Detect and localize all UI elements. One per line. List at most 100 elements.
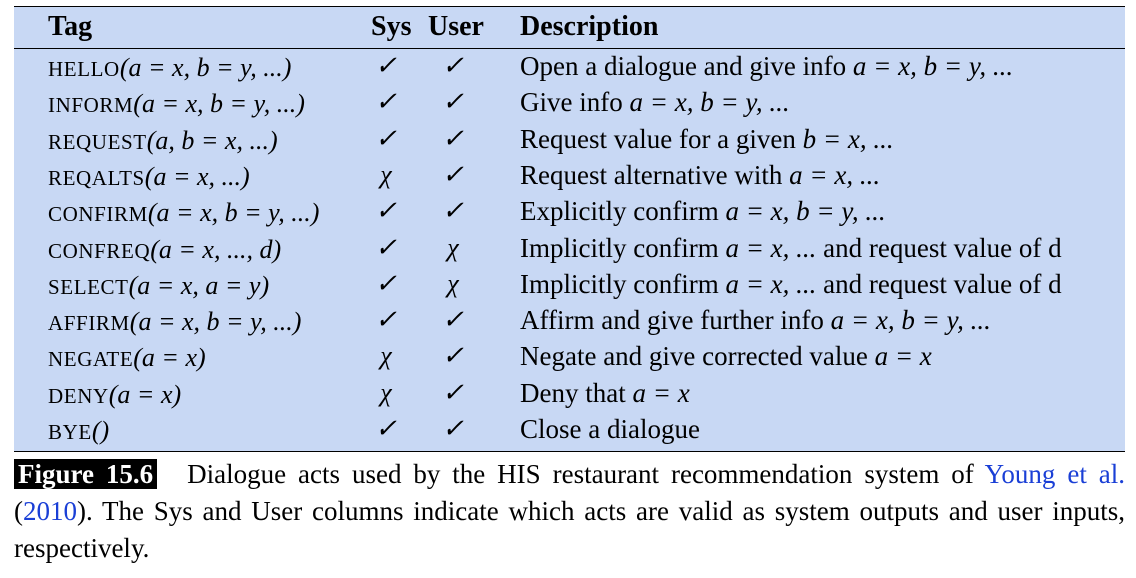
user-mark: ✓ [442, 123, 464, 153]
tag-args: (a = x, ...) [144, 161, 250, 191]
table-row: AFFIRM(a = x, b = y, ...) ✓ ✓ Affirm and gi… [14, 305, 1125, 341]
citation-link-year[interactable]: 2010 [23, 496, 77, 526]
table-row: CONFIRM(a = x, b = y, ...) ✓ ✓ Explicitly c… [14, 196, 1125, 232]
description-text: Negate and give corrected value [520, 341, 875, 372]
tag-name: DENY [48, 383, 109, 408]
user-mark: ✓ [442, 159, 464, 189]
sys-mark: ✓ [375, 305, 397, 335]
act-description: Implicitly confirm a = x, ... and reques… [520, 269, 1062, 300]
tag-args: () [91, 416, 110, 445]
tag-args: (a = x) [108, 379, 182, 409]
figure-caption: Figure 15.6 Dialogue acts used by the HIS… [14, 456, 1125, 567]
description-math: b = x, ... [802, 123, 894, 154]
caption-cite-open: ( [14, 496, 23, 526]
table-row: DENY(a = x) χ ✓ Deny that a = x [14, 378, 1125, 414]
description-math: a = x, b = y, ... [725, 196, 886, 227]
description-tail: and request value of d [816, 268, 1062, 299]
tag-args: (a = x, b = y, ...) [119, 53, 292, 82]
act-description: Explicitly confirm a = x, b = y, ... [520, 196, 886, 227]
description-text: Explicitly confirm [520, 196, 726, 227]
table-row: INFORM(a = x, b = y, ...) ✓ ✓ Give info a =… [14, 87, 1125, 123]
user-mark: χ [447, 232, 459, 262]
description-math: a = x, b = y, ... [629, 87, 790, 118]
table-row: HELLO(a = x, b = y, ...) ✓ ✓ Open a dialogu… [14, 51, 1125, 87]
tag-args: (a, b = x, ...) [146, 125, 278, 155]
citation-link-authors[interactable]: Young et al. [984, 459, 1125, 489]
table-row: SELECT(a = x, a = y) ✓ χ Implicitly confirm… [14, 269, 1125, 305]
tag-args: (a = x, a = y) [128, 270, 270, 300]
user-mark: ✓ [442, 414, 464, 443]
sys-mark: ✓ [375, 123, 397, 153]
dialogue-act-tag: NEGATE(a = x) [48, 343, 206, 373]
sys-mark: ✓ [375, 196, 397, 226]
table-row: CONFREQ(a = x, ..., d) ✓ χ Implicitly confi… [14, 233, 1125, 269]
sys-mark: ✓ [375, 87, 397, 117]
description-math: a = x, ... [725, 232, 817, 263]
user-mark: ✓ [442, 196, 464, 226]
description-math: a = x, ... [789, 159, 881, 190]
sys-mark: χ [380, 159, 392, 189]
dialogue-act-tag: CONFIRM(a = x, b = y, ...) [48, 198, 319, 228]
act-description: Close a dialogue [520, 414, 700, 445]
tag-name: NEGATE [48, 347, 134, 372]
table-row: BYE() ✓ ✓ Close a dialogue [14, 414, 1125, 450]
tag-name: CONFREQ [48, 238, 151, 263]
tag-name: INFORM [48, 93, 134, 118]
sys-mark: ✓ [375, 51, 397, 80]
caption-text-before: Dialogue acts used by the HIS restaurant… [187, 459, 985, 489]
caption-text-after: ). The Sys and User columns indicate whi… [14, 496, 1125, 563]
figure-label: Figure 15.6 [14, 459, 158, 489]
tag-name: BYE [48, 420, 92, 444]
header-tag: Tag [48, 11, 93, 42]
description-math: a = x [632, 377, 690, 408]
act-description: Implicitly confirm a = x, ... and reques… [520, 233, 1062, 264]
dialogue-act-tag: SELECT(a = x, a = y) [48, 271, 269, 301]
dialogue-act-tag: DENY(a = x) [48, 380, 181, 410]
dialogue-act-tag: BYE() [48, 416, 109, 446]
tag-name: CONFIRM [48, 202, 148, 227]
description-text: Implicitly confirm [520, 268, 726, 299]
act-description: Open a dialogue and give info a = x, b =… [520, 51, 1013, 82]
sys-mark: χ [380, 341, 392, 371]
tag-name: AFFIRM [48, 311, 130, 336]
header-sys: Sys [371, 11, 412, 42]
tag-args: (a = x, b = y, ...) [129, 307, 302, 337]
tag-args: (a = x, ..., d) [150, 234, 282, 264]
tag-name: HELLO [48, 57, 120, 81]
description-text: Request value for a given [520, 123, 803, 154]
description-text: Open a dialogue and give info [520, 51, 853, 81]
dialogue-act-tag: REQUEST(a, b = x, ...) [48, 126, 278, 156]
tag-name: REQALTS [48, 165, 145, 190]
user-mark: ✓ [442, 377, 464, 407]
table-row: NEGATE(a = x) χ ✓ Negate and give corrected… [14, 341, 1125, 377]
act-description: Affirm and give further info a = x, b = … [520, 305, 991, 336]
act-description: Deny that a = x [520, 378, 690, 409]
tag-args: (a = x, b = y, ...) [133, 89, 305, 119]
user-mark: ✓ [442, 51, 464, 80]
header-description: Description [520, 11, 659, 42]
description-math: a = x, ... [725, 268, 817, 299]
description-text: Give info [520, 87, 630, 118]
description-text: Close a dialogue [520, 414, 700, 444]
dialogue-act-tag: HELLO(a = x, b = y, ...) [48, 53, 291, 83]
tag-name: SELECT [48, 274, 129, 299]
user-mark: ✓ [442, 87, 464, 117]
header-user: User [428, 11, 484, 42]
dialogue-act-tag: CONFREQ(a = x, ..., d) [48, 235, 281, 265]
description-tail: and request value of d [816, 232, 1062, 263]
sys-mark: ✓ [375, 414, 397, 443]
description-text: Deny that [520, 377, 633, 408]
description-text: Request alternative with [520, 159, 790, 190]
description-text: Affirm and give further info [520, 305, 831, 336]
description-math: a = x, b = y, ... [830, 305, 991, 336]
table-row: REQALTS(a = x, ...) χ ✓ Request alternative… [14, 160, 1125, 196]
dialogue-acts-table: Tag Sys User Description HELLO(a = x, b … [14, 6, 1125, 452]
user-mark: ✓ [442, 305, 464, 335]
description-text: Implicitly confirm [520, 232, 726, 263]
table-row: REQUEST(a, b = x, ...) ✓ ✓ Request value fo… [14, 124, 1125, 160]
tag-args: (a = x) [133, 343, 206, 373]
description-math: a = x, b = y, ... [852, 51, 1014, 81]
tag-args: (a = x, b = y, ...) [147, 198, 320, 228]
user-mark: ✓ [442, 341, 464, 371]
table-header: Tag Sys User Description [14, 7, 1125, 49]
